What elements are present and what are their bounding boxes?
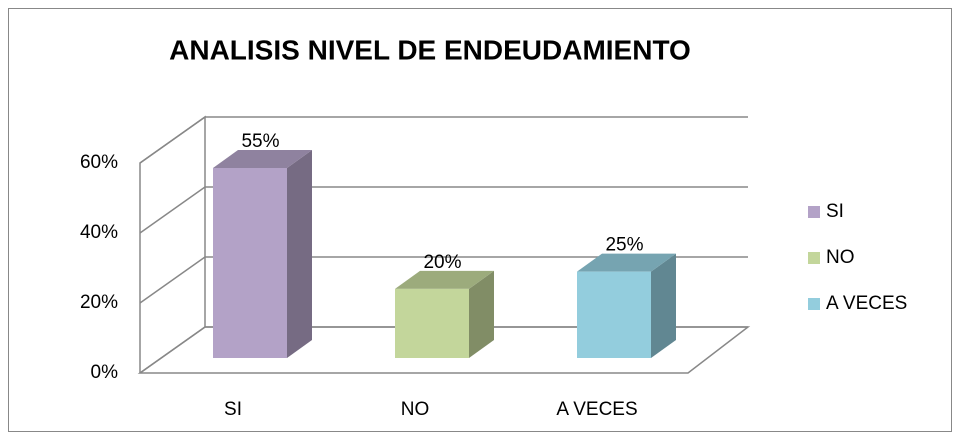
y-tick-label: 60% <box>80 152 118 173</box>
y-tick-label: 20% <box>80 292 118 313</box>
bar-side <box>469 270 494 358</box>
legend-swatch <box>808 252 820 264</box>
legend-label: A VECES <box>826 293 907 314</box>
grid-line <box>139 116 748 164</box>
bar <box>577 271 651 358</box>
bar-side <box>287 150 312 358</box>
legend-swatch <box>808 298 820 310</box>
bar-side <box>651 253 676 358</box>
y-tick-label: 40% <box>80 222 118 243</box>
x-tick-label: A VECES <box>556 399 637 420</box>
bar-top <box>395 270 494 289</box>
data-label: 20% <box>423 252 461 273</box>
bar-top <box>577 253 676 272</box>
bar <box>213 168 287 358</box>
bar-top <box>213 150 312 168</box>
legend-label: SI <box>826 201 844 222</box>
grid-line <box>139 326 748 374</box>
grid-line <box>139 186 748 234</box>
data-label: 55% <box>241 131 279 152</box>
y-tick-label: 0% <box>91 362 119 383</box>
chart-title: ANALISIS NIVEL DE ENDEUDAMIENTO <box>169 34 691 65</box>
data-label: 25% <box>605 235 643 256</box>
chart-border <box>8 8 952 432</box>
legend-label: NO <box>826 247 855 268</box>
grid-line <box>139 256 748 304</box>
legend-swatch <box>808 206 820 218</box>
bar <box>395 288 469 358</box>
x-tick-label: NO <box>401 399 430 420</box>
x-tick-label: SI <box>224 399 242 420</box>
